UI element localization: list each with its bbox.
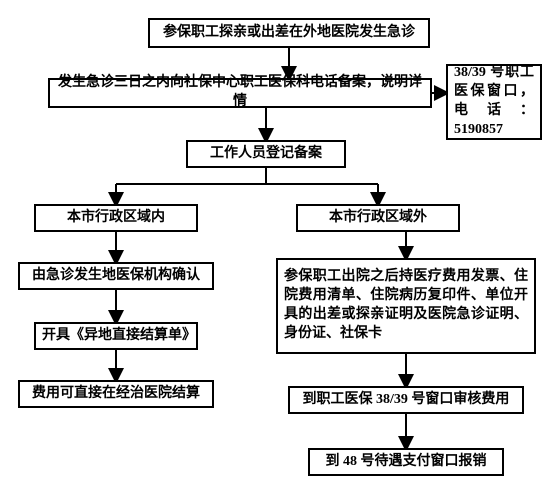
flowchart-node-n11: 到职工医保 38/39 号窗口审核费用 — [288, 386, 524, 414]
flowchart-node-n4: 工作人员登记备案 — [186, 140, 346, 168]
flowchart-node-n1: 参保职工探亲或出差在外地医院发生急诊 — [148, 18, 430, 48]
flowchart-node-n12: 到 48 号待遇支付窗口报销 — [308, 448, 504, 476]
flowchart-node-n8: 开具《异地直接结算单》 — [34, 322, 198, 350]
flowchart-node-n9: 费用可直接在经治医院结算 — [18, 380, 214, 408]
flowchart-node-n10: 参保职工出院之后持医疗费用发票、住院费用清单、住院病历复印件、单位开具的出差或探… — [276, 258, 536, 354]
flowchart-node-n2: 发生急诊三日之内向社保中心职工医保科电话备案，说明详情 — [48, 78, 432, 108]
flowchart-node-n7: 由急诊发生地医保机构确认 — [18, 262, 214, 290]
flowchart-node-n3: 38/39 号职工医保窗口，电话：5190857 — [446, 64, 542, 140]
flowchart-node-n6: 本市行政区域外 — [296, 204, 460, 232]
flowchart-node-n5: 本市行政区域内 — [34, 204, 198, 232]
